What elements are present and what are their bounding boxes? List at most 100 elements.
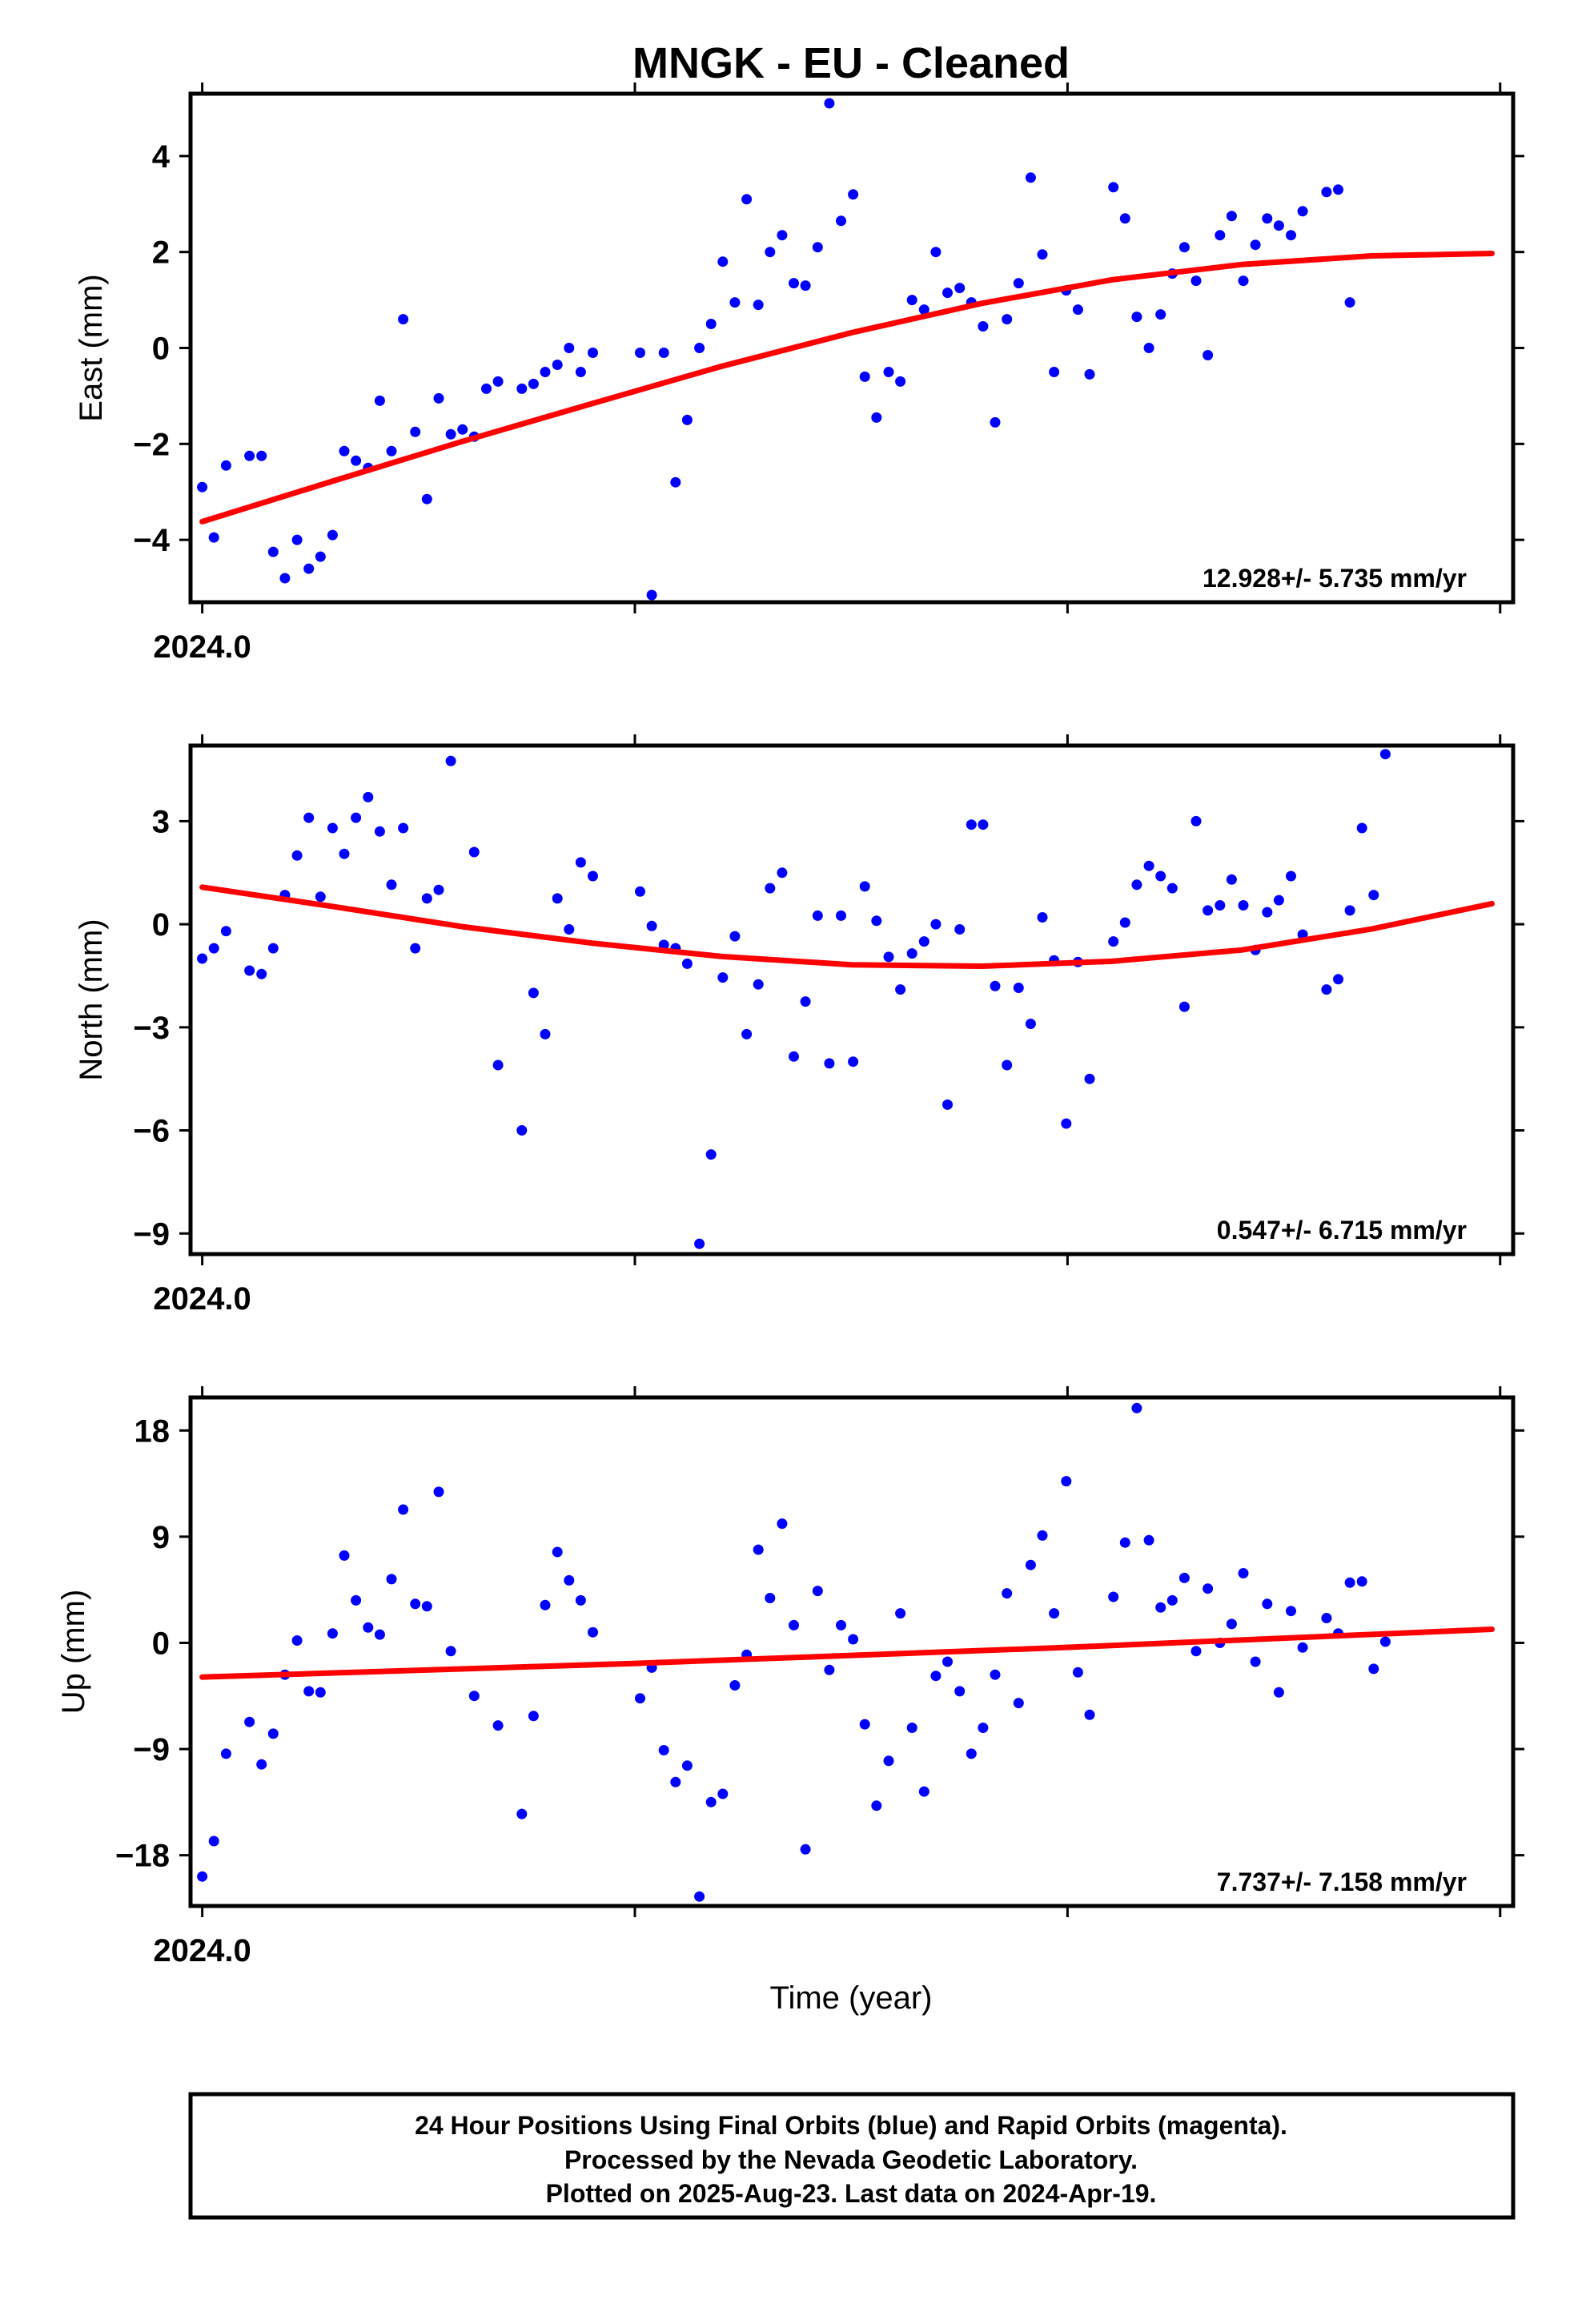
up-data-point [930,1671,942,1682]
east-data-point [658,348,669,358]
up-y-tick-label: −18 [115,1839,170,1874]
east-data-point [836,215,846,227]
east-data-point [1025,172,1036,183]
east-x-tick-label: 2024.0 [153,629,251,665]
north-data-point [468,846,480,858]
north-data-point [1262,907,1273,918]
east-data-point [267,546,279,557]
up-rate-label: 7.737+/- 7.158 mm/yr [1217,1868,1467,1896]
north-data-point [256,968,267,979]
up-data-point [1191,1646,1202,1657]
east-data-point [1321,187,1332,198]
north-data-point [1108,936,1119,947]
north-data-point [777,867,788,879]
north-data-point [694,1238,705,1249]
up-data-point [433,1486,444,1498]
up-data-point [1344,1577,1355,1588]
north-data-point [800,996,811,1007]
x-axis-label: Time (year) [770,1980,933,2016]
north-data-point [871,915,882,927]
east-data-point [705,319,717,329]
up-data-point [906,1723,917,1733]
east-data-point [1131,312,1142,323]
east-data-point [978,321,989,332]
east-data-point [197,481,208,493]
north-data-point [516,1125,528,1136]
north-data-point [836,910,846,921]
north-y-tick-label: −3 [133,1011,170,1046]
up-data-point [1297,1642,1308,1653]
up-data-point [588,1626,598,1638]
east-data-point [421,493,432,505]
east-data-point [540,367,551,377]
east-data-point [220,460,231,471]
north-data-point [895,984,906,995]
east-data-point [990,416,1001,428]
east-data-point [1049,367,1060,377]
north-y-axis-label: North (mm) [74,919,109,1080]
up-data-point [789,1619,799,1630]
north-data-point [717,972,729,983]
east-data-point [386,445,397,456]
north-data-point [1191,815,1202,826]
up-data-point [1061,1476,1072,1487]
up-data-point [291,1635,303,1646]
north-data-point [492,1059,504,1071]
north-data-point [564,924,575,935]
north-plot-frame [188,743,1516,1256]
up-data-point [351,1594,362,1606]
east-data-point [694,343,705,353]
north-data-point [1226,874,1237,885]
up-data-point [1084,1709,1095,1720]
east-data-point [789,278,799,289]
up-y-tick-label: 9 [152,1520,170,1555]
north-data-point [386,879,397,891]
up-data-point [256,1759,267,1770]
east-data-point [208,532,219,543]
east-data-point [1072,304,1083,316]
up-data-point [564,1574,575,1586]
east-data-point [552,360,563,370]
up-data-point [729,1680,741,1691]
up-data-point [468,1691,480,1702]
north-data-point [1203,905,1214,916]
north-data-point [681,958,693,969]
panels-group: 2024.0 4 2 0 −2 −4 East (mm) 12.928+/- 5.735 mm… [56,82,1524,1968]
east-data-point [895,376,906,387]
up-data-point [883,1755,894,1767]
north-data-point [1344,905,1355,916]
north-data-point [1215,900,1226,911]
north-data-point [1333,974,1343,985]
up-data-point [1250,1656,1261,1667]
east-data-point [1119,213,1130,224]
north-data-point [1379,749,1391,760]
north-data-point [1131,879,1142,891]
north-data-point [635,886,645,897]
east-data-point [942,287,953,299]
up-data-point [386,1574,397,1585]
north-y-tick-label: 0 [152,907,170,943]
north-data-point [1002,1059,1013,1071]
north-data-point [646,920,657,931]
up-data-point [635,1693,645,1704]
east-data-point [374,395,385,406]
east-panel: 2024.0 4 2 0 −2 −4 East (mm) 12.928+/- 5.735 mm… [74,82,1524,665]
north-x-tick-label: 2024.0 [153,1281,251,1317]
east-data-point [327,529,338,541]
north-panel: 2024.0 3 0 −3 −6 −9 North (mm) 0.547+/- 6.715 m… [74,734,1524,1317]
up-data-point [1131,1402,1142,1413]
east-data-point [1191,275,1202,287]
north-data-point [1013,983,1024,993]
east-data-point [1143,343,1154,353]
north-data-point [315,891,326,903]
east-data-point [871,412,882,423]
up-data-point [575,1594,586,1606]
east-data-point [256,450,267,461]
east-data-point [1238,275,1249,287]
up-data-point [1178,1572,1190,1583]
east-data-point [800,280,811,292]
north-data-point [848,1056,859,1068]
up-data-point [327,1628,338,1639]
up-data-point [705,1796,717,1807]
north-data-point [1025,1019,1036,1029]
